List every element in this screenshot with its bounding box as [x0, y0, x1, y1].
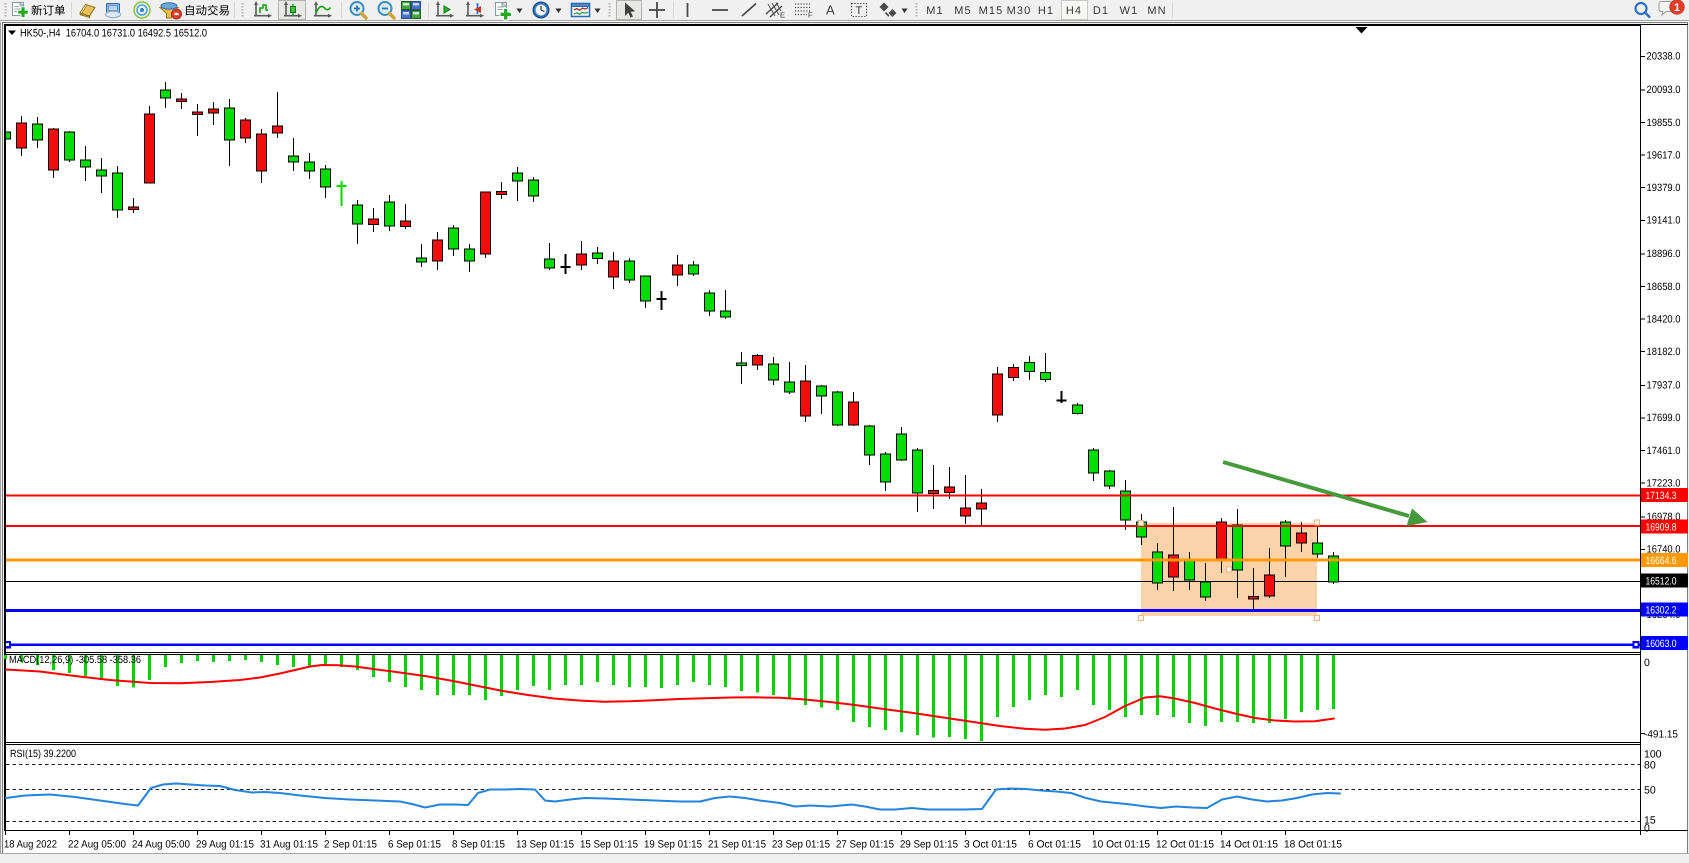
svg-text:13 Sep 01:15: 13 Sep 01:15	[516, 839, 574, 851]
svg-text:17134.3: 17134.3	[1646, 490, 1677, 502]
svg-text:16302.2: 16302.2	[1646, 605, 1677, 617]
svg-text:M1: M1	[926, 5, 943, 17]
svg-text:18182.0: 18182.0	[1647, 346, 1681, 358]
svg-text:6 Oct 01:15: 6 Oct 01:15	[1028, 839, 1081, 851]
svg-text:17223.0: 17223.0	[1647, 478, 1681, 490]
svg-text:0: 0	[1644, 657, 1650, 669]
svg-text:18658.0: 18658.0	[1647, 281, 1681, 293]
svg-text:D1: D1	[1093, 5, 1109, 17]
svg-text:W1: W1	[1120, 5, 1139, 17]
svg-text:F: F	[808, 11, 813, 20]
svg-text:M30: M30	[1007, 5, 1032, 17]
svg-text:10 Oct 01:15: 10 Oct 01:15	[1092, 839, 1150, 851]
svg-text:H4: H4	[1066, 5, 1082, 17]
svg-text:24 Aug 05:00: 24 Aug 05:00	[132, 839, 190, 851]
svg-text:MN: MN	[1147, 5, 1166, 17]
svg-text:19855.0: 19855.0	[1647, 117, 1681, 129]
svg-text:16909.8: 16909.8	[1646, 522, 1677, 534]
svg-text:16512.0: 16512.0	[1646, 576, 1677, 588]
svg-text:18420.0: 18420.0	[1647, 313, 1681, 325]
svg-text:19 Sep 01:15: 19 Sep 01:15	[644, 839, 702, 851]
svg-text:新订单: 新订单	[31, 5, 66, 18]
svg-text:31 Aug 01:15: 31 Aug 01:15	[260, 839, 318, 851]
svg-text:14 Oct 01:15: 14 Oct 01:15	[1220, 839, 1278, 851]
svg-text:16664.6: 16664.6	[1646, 555, 1677, 567]
svg-text:17699.0: 17699.0	[1647, 412, 1681, 424]
svg-text:15 Sep 01:15: 15 Sep 01:15	[580, 839, 638, 851]
svg-text:6 Sep 01:15: 6 Sep 01:15	[388, 839, 441, 851]
svg-text:18 Aug 2022: 18 Aug 2022	[4, 839, 57, 851]
svg-text:自动交易: 自动交易	[184, 5, 230, 18]
svg-text:20338.0: 20338.0	[1647, 51, 1681, 63]
svg-text:M5: M5	[954, 5, 971, 17]
svg-text:MACD(12,26,9) -305.58 -358.36: MACD(12,26,9) -305.58 -358.36	[9, 654, 141, 666]
svg-text:27 Sep 01:15: 27 Sep 01:15	[836, 839, 894, 851]
svg-text:20093.0: 20093.0	[1647, 84, 1681, 96]
svg-text:HK50-,H4 16704.0 16731.0 1649: HK50-,H4 16704.0 16731.0 16492.5 16512.0	[20, 28, 207, 40]
svg-text:15: 15	[1644, 815, 1656, 827]
svg-text:1: 1	[1674, 2, 1680, 14]
svg-text:T: T	[856, 5, 863, 17]
svg-text:3 Oct 01:15: 3 Oct 01:15	[964, 839, 1017, 851]
svg-text:12 Oct 01:15: 12 Oct 01:15	[1156, 839, 1214, 851]
svg-text:RSI(15) 39.2200: RSI(15) 39.2200	[10, 748, 76, 760]
svg-text:18896.0: 18896.0	[1647, 248, 1681, 260]
svg-text:E: E	[780, 11, 785, 20]
svg-text:19141.0: 19141.0	[1647, 215, 1681, 227]
svg-text:80: 80	[1644, 760, 1656, 772]
svg-text:2 Sep 01:15: 2 Sep 01:15	[324, 839, 377, 851]
svg-text:21 Sep 01:15: 21 Sep 01:15	[708, 839, 766, 851]
svg-text:16063.0: 16063.0	[1646, 638, 1677, 650]
svg-text:50: 50	[1644, 785, 1656, 797]
svg-text:18 Oct 01:15: 18 Oct 01:15	[1284, 839, 1342, 851]
svg-text:8 Sep 01:15: 8 Sep 01:15	[452, 839, 505, 851]
svg-text:29 Aug 01:15: 29 Aug 01:15	[196, 839, 254, 851]
svg-text:19617.0: 19617.0	[1647, 149, 1681, 161]
svg-text:A: A	[826, 3, 835, 18]
svg-text:0: 0	[1644, 823, 1650, 835]
svg-text:22 Aug 05:00: 22 Aug 05:00	[68, 839, 126, 851]
svg-text:H1: H1	[1038, 5, 1054, 17]
svg-text:17461.0: 17461.0	[1647, 445, 1681, 457]
svg-text:M15: M15	[979, 5, 1004, 17]
svg-text:17937.0: 17937.0	[1647, 380, 1681, 392]
svg-text:23 Sep 01:15: 23 Sep 01:15	[772, 839, 830, 851]
svg-text:19379.0: 19379.0	[1647, 182, 1681, 194]
svg-text:100: 100	[1644, 749, 1662, 761]
svg-text:29 Sep 01:15: 29 Sep 01:15	[900, 839, 958, 851]
svg-text:-491.15: -491.15	[1644, 729, 1678, 741]
svg-text:16740.0: 16740.0	[1647, 544, 1681, 556]
